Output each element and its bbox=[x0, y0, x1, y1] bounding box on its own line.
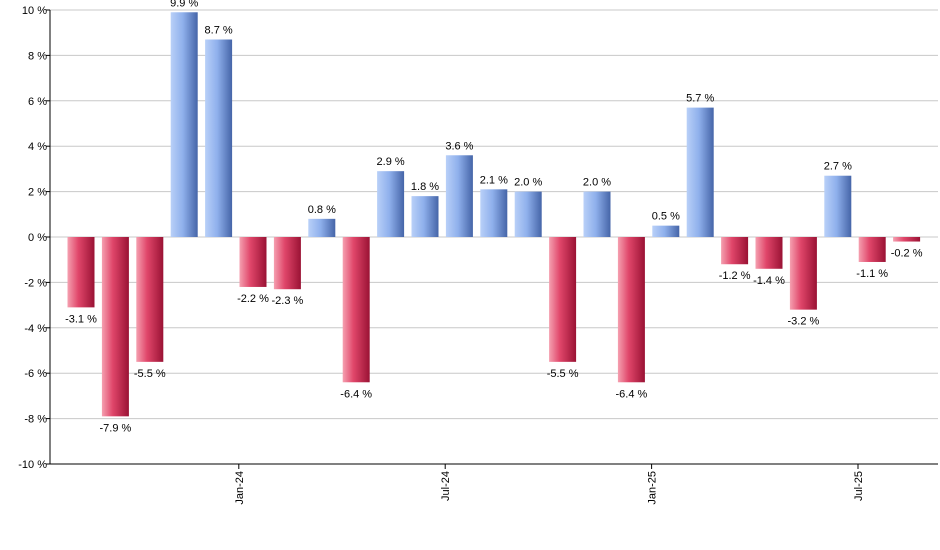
x-tick-label: Jan-24 bbox=[234, 471, 246, 505]
data-label: -6.4 % bbox=[340, 388, 372, 400]
bar-negative bbox=[101, 237, 129, 417]
y-tick-label: 4 % bbox=[28, 141, 47, 153]
y-tick-label: -4 % bbox=[24, 323, 47, 335]
bar-negative bbox=[789, 237, 817, 310]
x-tick-label: Jul-24 bbox=[440, 471, 452, 501]
bar-negative bbox=[239, 237, 267, 287]
bar-negative bbox=[858, 237, 886, 262]
data-label: 0.5 % bbox=[652, 211, 680, 223]
data-label: -0.2 % bbox=[891, 248, 923, 260]
bar-negative bbox=[617, 237, 645, 383]
bar-positive bbox=[824, 175, 852, 237]
data-label: -1.4 % bbox=[753, 275, 785, 287]
bar-positive bbox=[377, 171, 405, 237]
data-label: 2.7 % bbox=[824, 161, 852, 173]
data-label: -3.1 % bbox=[65, 313, 97, 325]
y-tick-label: 2 % bbox=[28, 187, 47, 199]
bar-negative bbox=[67, 237, 95, 308]
y-tick-label: 6 % bbox=[28, 96, 47, 108]
data-label: -2.3 % bbox=[272, 295, 304, 307]
y-tick-label: 8 % bbox=[28, 50, 47, 62]
data-label: -1.1 % bbox=[856, 268, 888, 280]
bar-positive bbox=[514, 191, 542, 237]
data-label: 2.9 % bbox=[377, 156, 405, 168]
bar-negative bbox=[136, 237, 164, 362]
bar-positive bbox=[583, 191, 611, 237]
bar-negative bbox=[893, 237, 921, 242]
y-tick-label: -8 % bbox=[24, 414, 47, 426]
data-label: 2.0 % bbox=[583, 177, 611, 189]
y-tick-label: -6 % bbox=[24, 368, 47, 380]
data-labels: -3.1 % -7.9 % -5.5 % 9.9 % 8.7 % -2.2 % -2.3 %… bbox=[65, 0, 923, 434]
data-label: 9.9 % bbox=[170, 0, 198, 9]
data-label: 5.7 % bbox=[686, 93, 714, 105]
x-tick-label: Jan-25 bbox=[647, 471, 659, 505]
axes bbox=[49, 10, 938, 465]
data-label: -3.2 % bbox=[788, 316, 820, 328]
data-label: -2.2 % bbox=[237, 293, 269, 305]
data-label: 0.8 % bbox=[308, 204, 336, 216]
bar-negative bbox=[273, 237, 301, 290]
y-tick-label: 10 % bbox=[22, 5, 47, 17]
data-label: 1.8 % bbox=[411, 181, 439, 193]
bar-positive bbox=[480, 189, 508, 237]
bar-positive bbox=[308, 218, 336, 237]
data-label: 2.0 % bbox=[514, 177, 542, 189]
bars bbox=[67, 12, 921, 417]
data-label: -1.2 % bbox=[719, 270, 751, 282]
bar-negative bbox=[755, 237, 783, 269]
bar-negative bbox=[342, 237, 370, 383]
bar-positive bbox=[686, 107, 714, 237]
data-label: 3.6 % bbox=[445, 140, 473, 152]
x-tick-label: Jul-25 bbox=[853, 471, 865, 501]
data-label: -6.4 % bbox=[616, 388, 648, 400]
bar-positive bbox=[411, 196, 439, 237]
y-tick-label: 0 % bbox=[28, 232, 47, 244]
bar-negative bbox=[721, 237, 749, 265]
data-label: -5.5 % bbox=[134, 368, 166, 380]
data-label: -7.9 % bbox=[100, 422, 132, 434]
x-axis-ticks: Jan-24 Jul-24 Jan-25 Jul-25 bbox=[234, 464, 865, 505]
data-label: 2.1 % bbox=[480, 174, 508, 186]
bar-positive bbox=[652, 225, 680, 237]
bar-positive bbox=[170, 12, 198, 237]
data-label: 8.7 % bbox=[205, 25, 233, 37]
data-label: -5.5 % bbox=[547, 368, 579, 380]
bar-positive bbox=[205, 39, 233, 238]
bar-negative bbox=[549, 237, 577, 362]
y-tick-label: -10 % bbox=[18, 459, 47, 471]
y-tick-label: -2 % bbox=[24, 277, 47, 289]
bar-positive bbox=[445, 155, 473, 237]
y-axis-ticks: 10 % 8 % 6 % 4 % 2 % 0 % -2 % -4 % -6 % -8 % -10 % bbox=[18, 5, 50, 471]
